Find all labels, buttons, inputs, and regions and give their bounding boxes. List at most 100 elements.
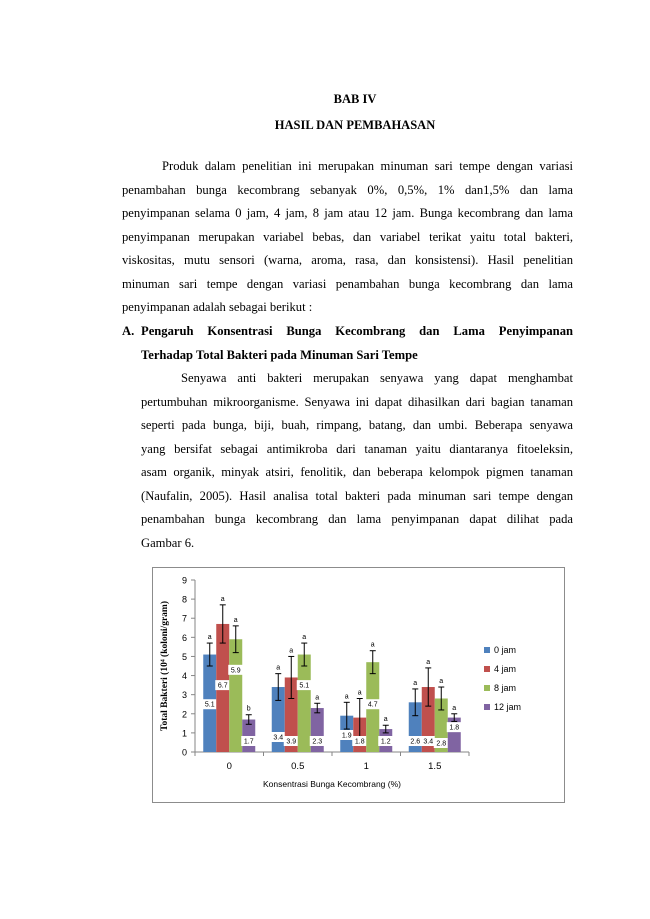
legend-swatch (484, 647, 490, 653)
data-label: 1.7 (244, 739, 254, 746)
significance-letter: a (426, 659, 430, 666)
intro-paragraph: Produk dalam penelitian ini merupakan mi… (122, 155, 573, 320)
significance-letter: a (345, 693, 349, 700)
x-axis-label: Konsentrasi Bunga Kecombrang (%) (263, 779, 401, 789)
x-tick-label: 0.5 (291, 761, 304, 772)
data-label: 4.7 (368, 702, 378, 709)
data-label-box (241, 736, 257, 746)
data-label-box (446, 722, 462, 733)
body-line: yang bersifat sebagai antimikroba dari t… (141, 441, 573, 456)
y-tick-label: 2 (182, 709, 187, 719)
legend-label: 12 jam (494, 702, 521, 712)
y-tick-label: 3 (182, 690, 187, 700)
intro-line: viskositas, mutu sensori (warna, aroma, … (122, 253, 573, 267)
significance-letter: b (247, 706, 251, 713)
legend-label: 0 jam (494, 645, 516, 655)
data-label: 2.3 (312, 739, 322, 746)
body-paragraph: Senyawa anti bakteri merupakan senyawa y… (141, 367, 573, 555)
body-line: (Naufalin, 2005). Hasil analisa total ba… (141, 488, 573, 503)
significance-letter: a (452, 705, 456, 712)
data-label: 1.9 (342, 733, 352, 740)
y-tick-label: 7 (182, 614, 187, 624)
data-label-box (309, 736, 325, 746)
data-label-box (283, 736, 299, 746)
data-label: 2.8 (436, 741, 446, 748)
legend-swatch (484, 704, 490, 710)
body-line: seperti pada bunga, biji, buah, rimpang,… (141, 418, 573, 432)
y-tick-label: 1 (182, 728, 187, 738)
significance-letter: a (371, 642, 375, 649)
significance-letter: a (221, 596, 225, 603)
legend-label: 8 jam (494, 683, 516, 693)
y-tick-label: 5 (182, 652, 187, 662)
significance-letter: a (315, 694, 319, 701)
legend-swatch (484, 685, 490, 691)
intro-line: penyimpanan selama 0 jam, 4 jam, 8 jam a… (122, 206, 573, 220)
significance-letter: a (358, 689, 362, 696)
data-label: 3.4 (273, 735, 283, 742)
data-label: 5.1 (299, 683, 309, 690)
legend-swatch (484, 666, 490, 672)
bar (421, 687, 435, 752)
data-label: 1.8 (355, 739, 365, 746)
significance-letter: a (302, 634, 306, 641)
data-label: 1.2 (381, 739, 391, 746)
section-title-line-2: Terhadap Total Bakteri pada Minuman Sari… (141, 347, 418, 362)
body-line: Senyawa anti bakteri merupakan senyawa y… (181, 371, 573, 385)
data-label-box (228, 664, 244, 675)
intro-line: penyimpanan merupakan variabel bebas, da… (122, 229, 573, 244)
bar (229, 639, 243, 752)
body-line: penambahan bunga kecombrang dan lama pen… (141, 512, 573, 526)
significance-letter: a (413, 680, 417, 687)
intro-line: penambahan bunga kecombrang sebanyak 0%,… (122, 182, 573, 197)
data-label: 6.7 (218, 683, 228, 690)
data-label-box (365, 699, 381, 710)
data-label-box (270, 732, 286, 742)
bar (284, 677, 298, 752)
data-label-box (215, 680, 231, 691)
data-label: 5.9 (231, 667, 241, 674)
legend-label: 4 jam (494, 664, 516, 674)
data-label-box (339, 730, 355, 740)
y-tick-label: 4 (182, 671, 187, 681)
data-label-box (296, 680, 312, 691)
data-label-box (407, 736, 423, 746)
y-tick-label: 9 (182, 576, 187, 586)
body-line: asam organik, minyak atsiri, fenolitik, … (141, 465, 573, 479)
data-label-box (433, 738, 449, 748)
significance-letter: a (384, 716, 388, 723)
significance-letter: a (208, 634, 212, 641)
x-tick-label: 1 (364, 761, 369, 772)
bar-chart: 0 1 2 3 4 5 6 7 8 9 Total Bakteri (10⁴ (koloni/gra… (159, 576, 521, 790)
x-tick-label: 1.5 (428, 761, 441, 772)
section-title-line-1: Pengaruh Konsentrasi Bunga Kecombrang da… (141, 324, 573, 338)
y-axis-label: Total Bakteri (10⁴ (koloni/gram) (159, 601, 170, 731)
section-label: A. (122, 324, 135, 338)
y-tick-label: 6 (182, 633, 187, 643)
data-label-box (420, 736, 436, 746)
chapter-title: HASIL DAN PEMBAHASAN (274, 118, 436, 132)
intro-line: penyimpanan adalah sebagai berikut : (122, 300, 313, 314)
body-line: pertumbuhan mikroorganisme. Senyawa ini … (141, 394, 573, 409)
x-tick-label: 0 (227, 761, 232, 772)
intro-line: Produk dalam penelitian ini merupakan mi… (162, 159, 573, 173)
data-label-box (352, 736, 368, 746)
significance-letter: a (276, 665, 280, 672)
data-label: 3.4 (423, 739, 433, 746)
data-label: 3.9 (286, 739, 296, 746)
significance-letter: a (234, 617, 238, 624)
intro-line: minuman sari tempe dengan variasi penamb… (122, 276, 573, 291)
section-heading: A. Pengaruh Konsentrasi Bunga Kecombrang… (122, 320, 573, 367)
body-line: Gambar 6. (141, 535, 195, 550)
figure-chart: 0 1 2 3 4 5 6 7 8 9 Total Bakteri (10⁴ (koloni/gra… (152, 567, 565, 803)
significance-letter: a (439, 678, 443, 685)
data-label-box (378, 736, 394, 746)
bar (297, 654, 311, 752)
data-label: 5.1 (205, 702, 215, 709)
y-tick-label: 0 (182, 748, 187, 758)
data-label-box (202, 699, 218, 710)
significance-letter: a (289, 647, 293, 654)
chapter-number: BAB IV (333, 92, 377, 106)
data-label: 1.8 (449, 725, 459, 732)
data-label: 2.6 (410, 739, 420, 746)
